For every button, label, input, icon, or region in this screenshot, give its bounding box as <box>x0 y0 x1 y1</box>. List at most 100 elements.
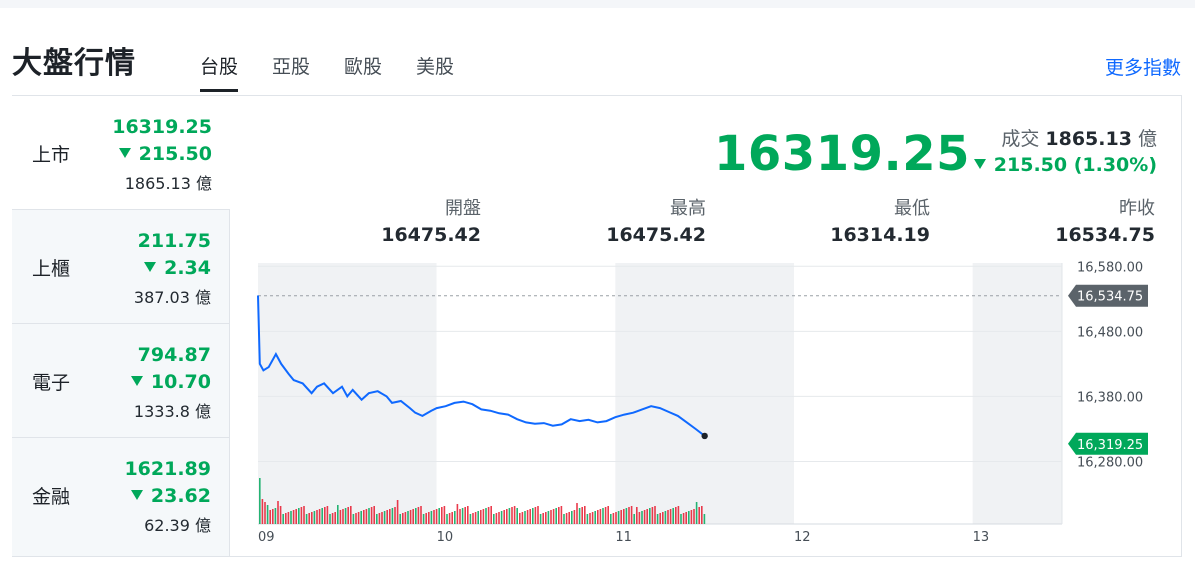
volume-bar <box>472 513 474 524</box>
volume-bar <box>464 507 466 524</box>
volume-bar <box>571 511 573 524</box>
volume-bar <box>316 510 318 524</box>
volume-bar <box>363 510 365 524</box>
volume-bar <box>617 511 620 524</box>
volume-bar <box>480 510 482 524</box>
index-change-value: 2.34 <box>164 257 211 279</box>
volume-bar <box>347 507 349 524</box>
x-tick-label: 13 <box>973 530 990 545</box>
index-change-value: 10.70 <box>150 371 211 393</box>
volume-bar <box>337 505 339 524</box>
index-name: 上櫃 <box>32 258 71 280</box>
volume-bar <box>633 514 635 524</box>
volume-bar <box>305 514 308 524</box>
last-price-dot <box>701 432 708 440</box>
down-arrow-icon <box>144 262 157 272</box>
volume-bar <box>324 507 326 524</box>
index-item-electronics[interactable]: 電子 794.87 10.70 1333.8 億 <box>12 324 230 438</box>
tab-europe[interactable]: 歐股 <box>344 56 383 78</box>
volume-bar <box>287 512 290 524</box>
volume-bar <box>477 511 479 524</box>
volume-bar <box>641 511 643 524</box>
volume-bar <box>321 508 323 524</box>
volume-bar <box>573 510 576 524</box>
stat-high: 最高 16475.42 <box>566 194 706 246</box>
index-volume: 62.39 億 <box>144 516 211 535</box>
volume-bar <box>529 509 531 524</box>
volume-bar <box>625 508 628 524</box>
volume-bar <box>565 513 568 524</box>
volume-bar <box>446 514 448 524</box>
top-band <box>0 0 1195 8</box>
volume-bar <box>396 500 399 524</box>
down-arrow-icon <box>130 490 143 500</box>
volume-bar <box>469 514 472 524</box>
volume-bar <box>630 506 633 524</box>
index-item-listed[interactable]: 上市 16319.25 215.50 1865.13 億 <box>12 96 230 210</box>
volume-bar <box>352 514 355 524</box>
volume-bar <box>428 512 430 524</box>
volume-bar <box>701 506 703 524</box>
volume-bar <box>586 514 589 524</box>
volume-bar <box>498 512 500 524</box>
volume-bar <box>443 506 446 524</box>
volume-bar <box>261 499 264 524</box>
volume-bar <box>703 514 706 524</box>
tab-us[interactable]: 美股 <box>416 56 455 78</box>
index-item-otc[interactable]: 上櫃 211.75 2.34 387.03 億 <box>12 210 230 324</box>
index-volume: 1333.8 億 <box>133 402 211 421</box>
volume-bar <box>350 506 352 524</box>
volume-bar <box>643 510 646 524</box>
volume-bar <box>433 510 435 524</box>
volume-bar <box>344 508 347 524</box>
down-arrow-icon <box>973 159 986 169</box>
volume-bar <box>329 514 331 524</box>
volume-bar <box>698 507 700 524</box>
volume-bar <box>615 512 617 524</box>
volume-bar <box>506 509 508 524</box>
volume-bar <box>373 506 375 524</box>
volume-bar <box>542 513 544 524</box>
volume-bar <box>326 506 329 524</box>
volume-bar <box>298 508 300 524</box>
hour-band <box>436 263 616 524</box>
more-indices-link[interactable]: 更多指數 <box>1104 57 1181 79</box>
volume-bar <box>459 509 461 524</box>
volume-bar <box>555 508 557 524</box>
volume-bar <box>654 506 656 524</box>
volume-bar <box>591 512 594 524</box>
volume-bar <box>521 512 524 524</box>
volume-bar <box>664 511 667 524</box>
stat-low: 最低 16314.19 <box>790 194 930 246</box>
volume-bar <box>659 513 661 524</box>
volume-bar <box>425 513 427 524</box>
volume-bar <box>612 513 615 524</box>
volume-bar <box>513 506 516 524</box>
tab-taiwan[interactable]: 台股 <box>200 52 239 92</box>
volume-bar <box>285 513 287 524</box>
y-tick-label: 16,280.00 <box>1077 455 1143 470</box>
volume-bar <box>490 506 492 524</box>
volume-bar <box>519 513 521 524</box>
volume-bar <box>292 510 295 524</box>
volume-bar <box>550 510 552 524</box>
volume-bar <box>690 510 693 524</box>
volume-bar <box>290 511 292 524</box>
tab-asia[interactable]: 亞股 <box>272 56 311 78</box>
volume-bar <box>386 510 388 524</box>
volume-bar <box>422 514 425 524</box>
volume-bar <box>461 508 464 524</box>
y-tick-label: 16,580.00 <box>1077 260 1143 275</box>
volume-bar <box>563 514 565 524</box>
index-item-finance[interactable]: 金融 1621.89 23.62 62.39 億 <box>12 438 230 556</box>
price-line <box>257 295 706 437</box>
price-change: 215.50 (1.30%) <box>973 154 1157 176</box>
volume-bar <box>391 508 394 524</box>
volume-bar <box>334 512 336 524</box>
volume-bar <box>360 511 362 524</box>
hour-band <box>615 263 794 524</box>
volume-bar <box>685 512 687 524</box>
volume-bar <box>695 502 698 524</box>
volume-bar <box>357 512 360 524</box>
